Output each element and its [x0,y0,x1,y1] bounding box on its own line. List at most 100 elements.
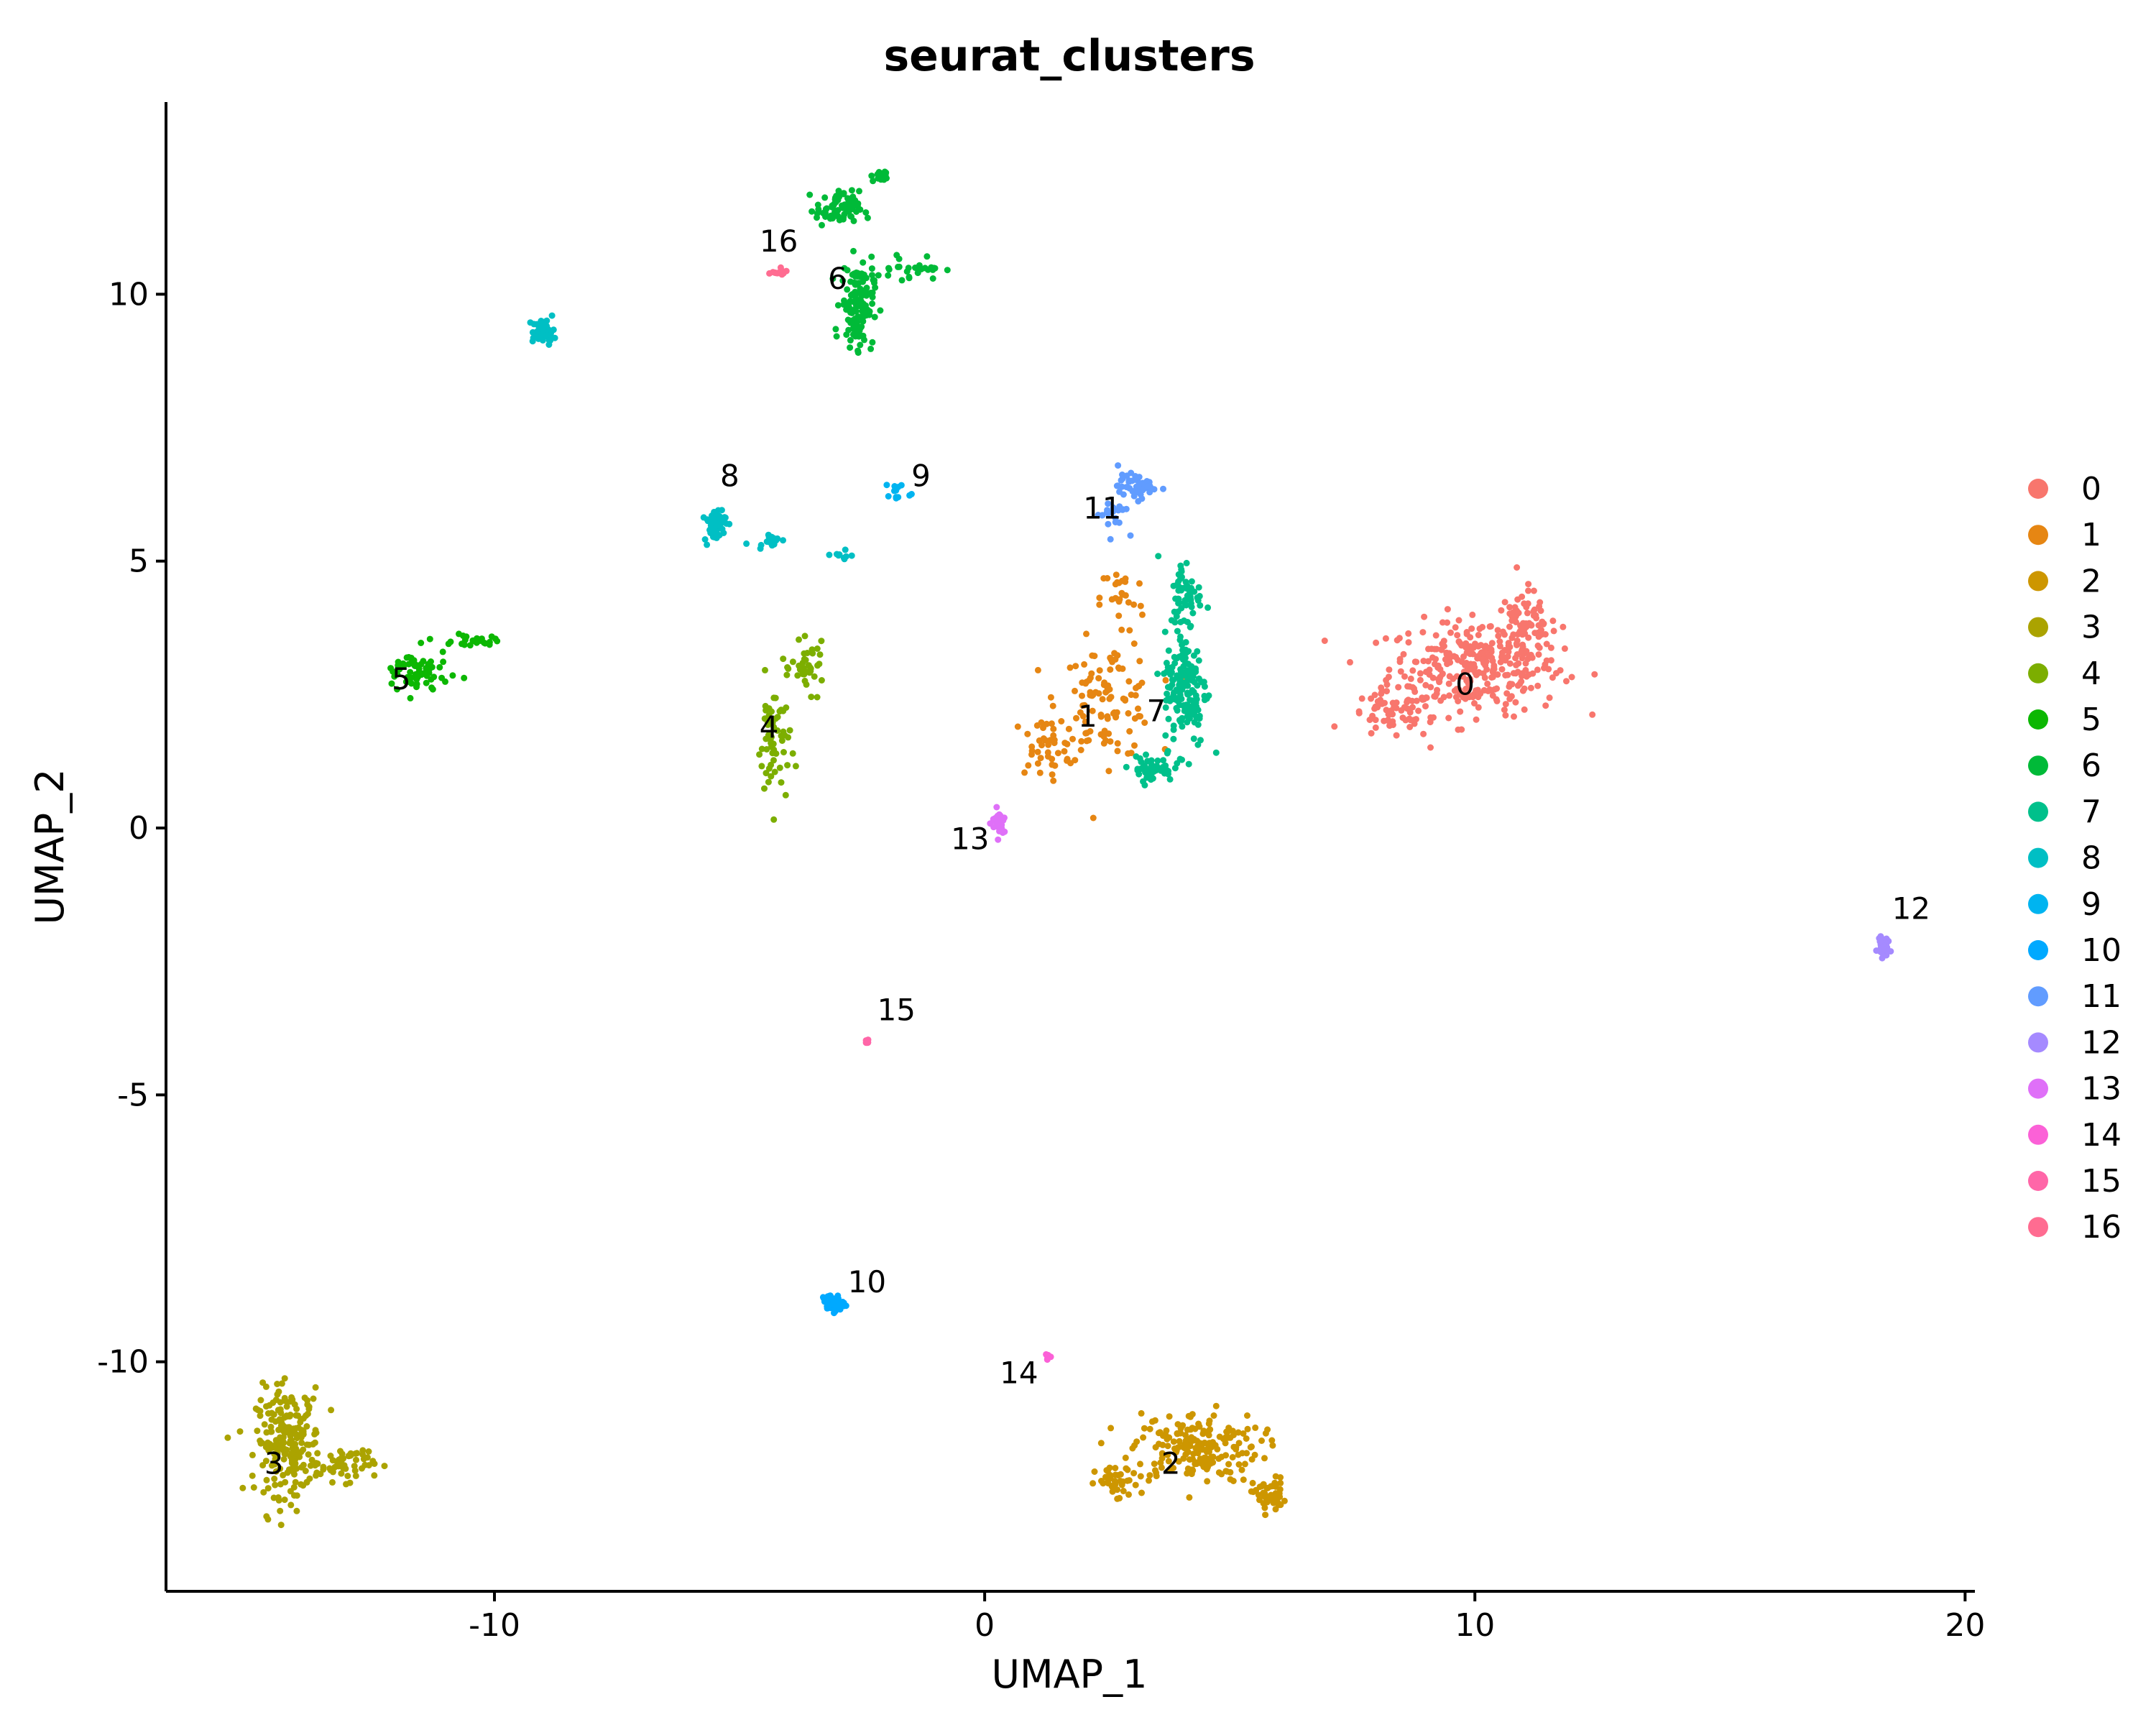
point [869,300,876,307]
point [1212,1402,1220,1409]
point [1371,691,1378,699]
legend-swatch [2028,1171,2048,1191]
point [281,1397,288,1404]
cluster-label-15: 15 [877,992,916,1027]
point [1187,673,1194,681]
point [1427,719,1434,726]
point [1277,1479,1284,1486]
point [354,1450,361,1457]
point [847,213,854,220]
point [277,1409,285,1417]
point [770,757,777,764]
point [262,1458,270,1465]
point [263,1476,270,1484]
point [1235,1429,1242,1436]
point [286,1440,293,1447]
point [413,671,420,678]
legend-swatch [2028,755,2048,776]
point [539,337,546,344]
point [1184,691,1191,698]
point [1455,698,1462,704]
point [1105,768,1112,775]
point [1050,725,1057,732]
point [1261,1455,1268,1462]
point [875,272,882,279]
point [845,317,852,324]
point [1489,673,1496,681]
point [271,1443,278,1450]
point [1248,1455,1256,1463]
point [1185,760,1192,768]
x-axis-title: UMAP_1 [992,1652,1148,1697]
point [1479,624,1486,630]
point [1445,680,1452,687]
point [834,302,842,309]
point [262,1383,270,1390]
point [1514,564,1521,571]
point [1451,687,1458,694]
point [1189,610,1197,617]
point [440,658,447,666]
point [314,1450,321,1457]
point [456,630,462,638]
point [1518,625,1525,632]
point [1081,661,1088,668]
cluster-5-points [387,630,501,702]
point [1463,630,1470,638]
point [1560,623,1567,630]
point [1424,658,1432,665]
point [869,272,875,279]
point [1521,706,1528,713]
point [836,193,843,201]
y-tick-label: 10 [109,276,149,313]
point [1261,1504,1268,1512]
point [987,820,994,827]
point [1144,483,1151,490]
point [1534,642,1542,649]
point [312,1427,319,1434]
point [343,1481,349,1488]
point [1024,730,1031,737]
point [905,264,912,272]
point [1034,666,1041,673]
point [778,779,785,786]
point [1267,1496,1274,1502]
chart-title: seurat_clusters [883,31,1255,81]
point [1240,1430,1247,1437]
point [1179,646,1186,653]
point [851,322,858,329]
point [1454,632,1461,639]
point [784,762,791,769]
cluster-13-points [987,804,1008,843]
point [789,750,796,757]
point [1077,709,1084,716]
point [1148,757,1155,764]
point [1165,647,1172,654]
point [1097,1440,1105,1447]
point [1462,686,1470,692]
point [1120,491,1127,498]
cluster-label-16: 16 [760,224,798,259]
point [400,661,407,668]
point [822,213,829,220]
point [1465,691,1472,699]
point [442,678,448,685]
point [1467,661,1474,668]
point [1137,1473,1144,1480]
point [1514,631,1521,638]
cluster-9-points [883,482,915,502]
point [1407,717,1414,724]
point [1222,1440,1229,1447]
legend-item-15: 15 [2028,1163,2122,1200]
point [1164,1435,1171,1443]
point [1050,777,1057,784]
point [290,1468,297,1475]
point [1161,628,1169,635]
point [898,482,905,489]
point [1065,725,1072,732]
point [1429,654,1436,661]
point [1413,697,1420,704]
point [1393,699,1400,707]
point [1244,1412,1250,1419]
